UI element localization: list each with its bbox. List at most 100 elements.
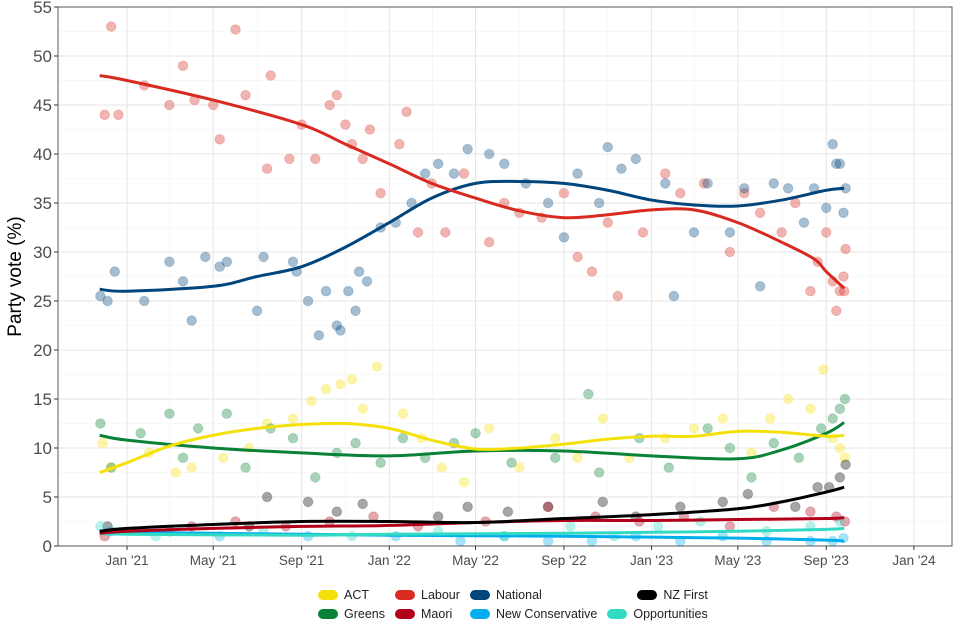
legend-key [607,608,628,619]
poll-point [675,187,686,199]
poll-point [668,290,680,302]
y-tick-label: 0 [43,537,52,556]
poll-point [742,488,754,500]
poll-point [724,442,736,454]
poll-point [346,374,358,385]
poll-point [506,457,517,469]
poll-point [462,501,473,513]
poll-point [812,481,823,493]
poll-point [397,408,409,420]
legend-item-opportunities: Opportunities [607,605,708,622]
poll-point [483,148,495,160]
poll-point [177,60,189,72]
poll-point [838,271,849,282]
x-tick-label: Sep '21 [279,553,324,568]
poll-point [258,251,269,263]
poll-point [702,178,713,189]
poll-point [637,227,649,238]
poll-point [834,442,846,454]
points-act [97,361,851,488]
plot-border [57,6,953,547]
poll-point [287,413,299,424]
poll-point [652,521,664,532]
poll-point [597,413,609,424]
poll-point [221,256,233,268]
trend-line-labour [99,74,846,290]
poll-point [217,452,229,464]
poll-point [805,285,816,297]
poll-point [717,413,729,424]
poll-point [265,70,277,81]
legend-item-act: ACT [318,586,385,603]
poll-point [558,187,570,199]
legend-item-new-conservative: New Conservative [469,605,598,622]
poll-point [593,197,605,209]
poll-point [375,457,386,469]
poll-point [724,227,736,238]
poll-point [470,428,481,439]
poll-point [820,202,832,214]
poll-point [830,158,842,170]
poll-point [240,89,251,101]
poll-point [790,501,801,513]
poll-point [572,168,583,179]
legend-key [637,589,658,600]
y-tick-label: 50 [33,47,52,66]
poll-point [284,153,295,165]
poll-point [790,197,801,209]
poll-point [572,452,583,464]
poll-point [768,178,780,189]
poll-point [754,207,766,219]
poll-point [782,393,794,405]
poll-point [834,403,846,415]
poll-point [483,423,495,434]
poll-point [177,276,189,287]
poll-point [675,501,686,513]
poll-point [214,261,225,273]
poll-point [436,462,448,473]
legend-key [395,608,415,619]
poll-point [602,217,614,228]
legend-item-national: National [469,586,597,603]
poll-point [138,295,150,307]
poll-point [659,168,671,179]
poll-point [164,256,175,268]
y-tick-label: 35 [33,194,52,213]
poll-point [583,388,594,400]
poll-chart: 0 5 10 15 20 25 30 35 40 45 50 55 Jan '21 May '21 Sep … [5,0,953,568]
poll-point [498,158,510,170]
poll-point [458,477,470,488]
poll-point [177,452,189,464]
x-tick-label: Jan '24 [892,553,936,568]
y-tick-label: 20 [33,341,52,360]
poll-point [335,325,346,336]
poll-point [343,285,354,297]
poll-point [302,496,314,508]
poll-point [542,535,554,547]
poll-point [659,178,671,189]
poll-point [361,276,373,287]
poll-point [839,452,851,464]
y-tick-label: 25 [33,292,52,311]
poll-point [287,432,299,444]
poll-point [419,168,431,179]
poll-point [186,462,197,473]
legend-label: New Conservative [495,606,598,621]
poll-point [95,290,106,302]
poll-point [616,163,627,174]
legend-label: National [495,587,542,602]
poll-point [724,521,736,532]
legend-item-greens: Greens [318,605,385,622]
poll-point [313,330,325,341]
poll-point [357,153,369,165]
legend-item-maori: Maori [395,605,460,622]
x-tick-label: Sep '23 [804,553,849,568]
poll-point [768,437,780,449]
legend-label: Labour [421,587,460,602]
x-tick-label: May '21 [190,553,237,568]
poll-point [432,511,444,522]
poll-point [597,496,609,508]
poll-point [776,227,787,238]
poll-point [542,197,554,209]
poll-point [320,285,332,297]
